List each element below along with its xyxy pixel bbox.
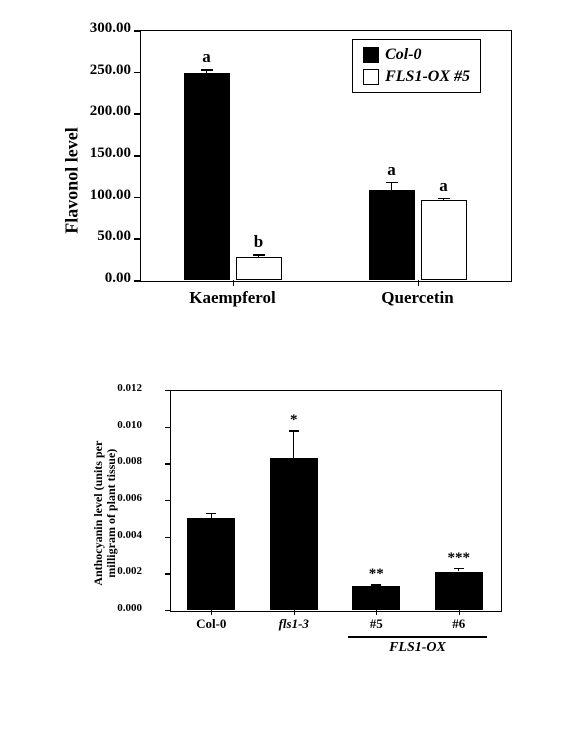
bar: [421, 200, 467, 280]
ytick-label: 0.002: [117, 565, 142, 577]
anthocyanin-ylabel: Anthocyanin level (units per milligram o…: [92, 393, 118, 633]
flavonol-chart: Flavonol level Col-0 FLS1-OX #5 0.00 50.0…: [20, 20, 549, 340]
legend-label-col0: Col-0: [385, 46, 421, 64]
xtick-mark: [459, 610, 460, 615]
bar: [369, 190, 415, 280]
legend-label-fls1ox: FLS1-OX #5: [385, 68, 470, 86]
error-cap: [438, 198, 450, 200]
ytick-mark: [134, 72, 140, 74]
significance-label: a: [432, 176, 456, 196]
legend-row: FLS1-OX #5: [363, 68, 470, 86]
group-label: FLS1-OX: [368, 640, 468, 656]
ytick-mark: [165, 500, 170, 501]
ytick-mark: [134, 155, 140, 157]
significance-label: a: [380, 160, 404, 180]
xtick-mark: [211, 610, 212, 615]
ytick-mark: [134, 30, 140, 32]
category-label: Col-0: [171, 616, 251, 632]
ytick-mark: [165, 573, 170, 574]
anthocyanin-chart: Anthocyanin level (units per milligram o…: [40, 380, 569, 710]
legend-swatch-fls1ox: [363, 69, 379, 85]
xtick-mark: [233, 280, 235, 286]
anthocyanin-ylabel-line2: milligram of plant tissue): [104, 449, 118, 578]
bar: [236, 257, 282, 280]
error-cap: [253, 254, 265, 256]
ytick-mark: [165, 463, 170, 464]
bar: [435, 572, 483, 611]
ytick-label: 150.00: [90, 145, 131, 162]
ytick-label: 0.004: [117, 529, 142, 541]
category-label: fls1-3: [254, 616, 334, 632]
ytick-label: 0.00: [105, 270, 131, 287]
ytick-label: 0.010: [117, 419, 142, 431]
anthocyanin-ylabel-line1: Anthocyanin level (units per: [91, 441, 105, 586]
ytick-mark: [165, 537, 170, 538]
significance-label: b: [247, 232, 271, 252]
flavonol-ylabel: Flavonol level: [62, 81, 83, 281]
legend-swatch-col0: [363, 47, 379, 63]
error-cap: [386, 182, 398, 184]
ytick-mark: [134, 113, 140, 115]
category-label: Kaempferol: [173, 288, 293, 308]
bar: [184, 73, 230, 280]
category-label: #5: [336, 616, 416, 632]
group-bracket: [348, 636, 487, 638]
ytick-label: 0.012: [117, 382, 142, 394]
legend-row: Col-0: [363, 46, 470, 64]
error-cap: [206, 513, 216, 515]
ytick-label: 50.00: [97, 228, 131, 245]
significance-label: *: [274, 412, 314, 429]
ytick-mark: [165, 610, 170, 611]
bar: [270, 458, 318, 610]
bar: [187, 518, 235, 610]
ytick-label: 250.00: [90, 62, 131, 79]
significance-label: ***: [439, 550, 479, 567]
ytick-mark: [134, 238, 140, 240]
ytick-label: 0.008: [117, 455, 142, 467]
xtick-mark: [294, 610, 295, 615]
error-cap: [371, 584, 381, 586]
error-cap: [454, 568, 464, 570]
ytick-mark: [165, 427, 170, 428]
ytick-mark: [134, 197, 140, 199]
ytick-mark: [134, 280, 140, 282]
ytick-mark: [165, 390, 170, 391]
error-cap: [289, 430, 299, 432]
ytick-label: 100.00: [90, 187, 131, 204]
significance-label: a: [195, 47, 219, 67]
category-label: Quercetin: [358, 288, 478, 308]
category-label: #6: [419, 616, 499, 632]
ytick-label: 300.00: [90, 20, 131, 37]
ytick-label: 200.00: [90, 103, 131, 120]
xtick-mark: [418, 280, 420, 286]
ytick-label: 0.000: [117, 602, 142, 614]
error-cap: [201, 69, 213, 71]
bar: [352, 586, 400, 610]
xtick-mark: [376, 610, 377, 615]
significance-label: **: [356, 566, 396, 583]
error-bar: [293, 430, 294, 458]
ytick-label: 0.006: [117, 492, 142, 504]
flavonol-legend: Col-0 FLS1-OX #5: [352, 39, 481, 93]
